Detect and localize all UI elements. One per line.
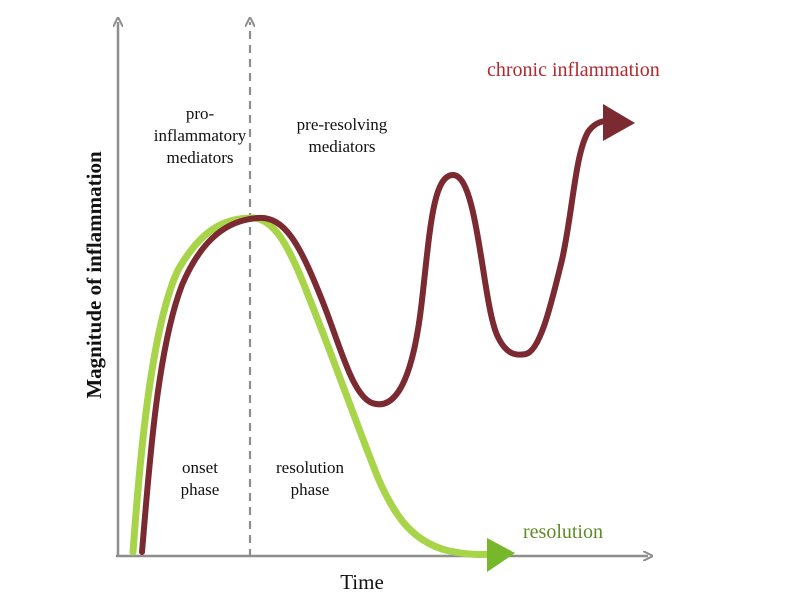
chronic-curve [139, 117, 618, 555]
resolution-label: resolution [523, 521, 603, 543]
resphase-label-line-2: phase [290, 480, 330, 499]
resolution-arrowhead [487, 538, 515, 572]
chronic-inflammation-label: chronic inflammation [487, 59, 660, 81]
resolution-curve [129, 214, 499, 558]
preres-label-line-2: mediators [308, 137, 376, 156]
pro-label-line-2: inflammatory [153, 126, 247, 145]
resphase-label-line-1: resolution [276, 458, 344, 477]
preres-label-line-1: pre-resolving [296, 115, 388, 134]
y-axis-label: Magnitude of inflammation [82, 151, 106, 399]
pre-resolving-mediators-label: pre-resolving mediators [272, 114, 412, 158]
onset-phase-label: onset phase [160, 457, 240, 501]
x-axis-label: Time [340, 570, 384, 594]
onset-label-line-1: onset [182, 458, 218, 477]
onset-label-line-2: phase [180, 480, 220, 499]
pro-label-line-1: pro- [185, 104, 215, 123]
resolution-phase-label: resolution phase [260, 457, 360, 501]
pro-inflammatory-mediators-label: pro- inflammatory mediators [140, 103, 260, 169]
chronic-arrowhead [603, 104, 635, 141]
pro-label-line-3: mediators [166, 148, 234, 167]
